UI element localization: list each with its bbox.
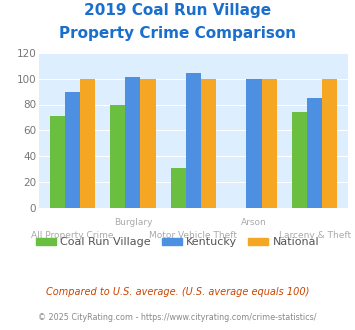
Bar xyxy=(65,91,80,208)
Text: © 2025 CityRating.com - https://www.cityrating.com/crime-statistics/: © 2025 CityRating.com - https://www.city… xyxy=(38,314,317,322)
Bar xyxy=(246,79,262,208)
Bar xyxy=(262,79,277,208)
Bar xyxy=(201,79,216,208)
Bar xyxy=(80,79,95,208)
Text: All Property Crime: All Property Crime xyxy=(31,231,114,240)
Bar xyxy=(322,79,337,208)
Text: Larceny & Theft: Larceny & Theft xyxy=(279,231,351,240)
Bar xyxy=(125,77,141,208)
Bar xyxy=(110,105,125,208)
Text: Burglary: Burglary xyxy=(114,218,152,227)
Legend: Coal Run Village, Kentucky, National: Coal Run Village, Kentucky, National xyxy=(31,233,324,252)
Text: Arson: Arson xyxy=(241,218,267,227)
Text: Motor Vehicle Theft: Motor Vehicle Theft xyxy=(149,231,237,240)
Bar xyxy=(50,116,65,208)
Bar xyxy=(186,74,201,208)
Bar xyxy=(141,79,155,208)
Bar xyxy=(307,98,322,208)
Bar xyxy=(292,112,307,208)
Text: 2019 Coal Run Village: 2019 Coal Run Village xyxy=(84,3,271,18)
Text: Property Crime Comparison: Property Crime Comparison xyxy=(59,26,296,41)
Text: Compared to U.S. average. (U.S. average equals 100): Compared to U.S. average. (U.S. average … xyxy=(46,287,309,297)
Bar xyxy=(171,168,186,208)
